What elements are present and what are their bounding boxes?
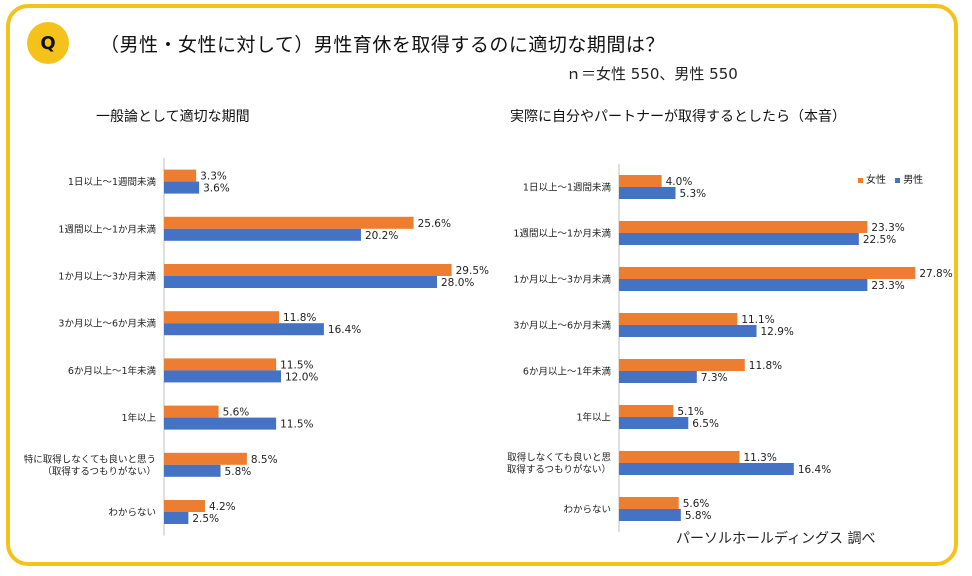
female-bar: [619, 175, 662, 187]
data-label: 11.1%: [741, 314, 774, 326]
data-label: 3.6%: [203, 183, 230, 195]
female-bar: [619, 405, 674, 417]
frame-border: [6, 4, 958, 566]
category-label: 取得しなくても良いと思取得するつもりがない）: [507, 452, 612, 476]
female-bar: [164, 216, 414, 229]
female-bar: [619, 497, 679, 509]
female-bar: [619, 221, 868, 233]
data-label: 5.1%: [677, 406, 704, 418]
data-label: 2.5%: [192, 513, 219, 525]
female-bar: [164, 169, 197, 182]
male-bar: [619, 325, 757, 337]
category-label: わからない: [108, 508, 156, 519]
sample-size: ｎ＝女性 550、男性 550: [566, 65, 738, 83]
male-bar: [164, 417, 277, 430]
legend-male-label: 男性: [903, 175, 924, 186]
male-bar: [164, 370, 281, 383]
male-bar: [619, 233, 859, 245]
data-label: 12.0%: [285, 371, 318, 383]
female-bar: [619, 267, 916, 279]
legend-female-label: 女性: [866, 175, 886, 186]
data-label: 12.9%: [761, 326, 794, 338]
data-label: 16.4%: [798, 464, 831, 476]
female-bar: [164, 264, 452, 276]
category-label: 3か月以上～6か月未満: [513, 320, 611, 332]
data-label: 5.6%: [223, 407, 250, 419]
data-label: 25.6%: [418, 218, 451, 230]
category-label: 6か月以上～1年未満: [523, 366, 612, 378]
female-bar: [164, 452, 247, 465]
female-bar: [619, 359, 745, 371]
female-bar: [164, 500, 205, 512]
male-bar: [619, 279, 868, 291]
data-label: 27.8%: [919, 268, 952, 280]
category-label: 1年以上: [576, 412, 611, 424]
male-bar: [164, 181, 200, 194]
male-bar: [164, 464, 221, 477]
category-label: 1年以上: [121, 412, 156, 424]
category-label: 1か月以上～3か月未満: [513, 274, 611, 286]
data-label: 11.8%: [283, 312, 316, 324]
legend-male: 男性: [895, 175, 923, 186]
category-label: 1か月以上～3か月未満: [58, 271, 156, 283]
data-label: 5.8%: [225, 466, 252, 478]
male-bar: [164, 512, 189, 524]
category-label: 1日以上～1週間未満: [68, 176, 157, 188]
data-label: 5.8%: [685, 510, 712, 522]
data-label: 4.0%: [666, 176, 693, 188]
female-bar: [164, 405, 219, 418]
legend-female-swatch: [858, 177, 863, 183]
data-label: 23.3%: [871, 222, 904, 234]
source-credit: パーソルホールディングス 調べ: [676, 531, 876, 547]
male-bar: [619, 187, 676, 199]
data-label: 4.2%: [209, 501, 236, 513]
data-label: 3.3%: [200, 171, 227, 183]
category-label: わからない: [563, 505, 611, 516]
female-bar: [619, 313, 738, 325]
data-label: 11.8%: [749, 360, 782, 372]
data-label: 8.5%: [251, 454, 278, 466]
male-bar: [619, 371, 697, 383]
data-label: 11.5%: [280, 359, 313, 371]
male-bar: [164, 323, 324, 336]
data-label: 20.2%: [365, 230, 398, 242]
chart-legend: 女性 男性: [858, 171, 929, 186]
female-bar: [164, 358, 277, 371]
female-bar: [619, 451, 740, 463]
left-chart-title: 一般論として適切な期間: [96, 109, 250, 125]
data-label: 5.6%: [683, 498, 710, 510]
data-label: 11.5%: [280, 419, 313, 431]
question-title: （男性・女性に対して）男性育休を取得するのに適切な期間は？: [100, 34, 665, 56]
legend-female: 女性: [858, 175, 886, 186]
data-label: 23.3%: [871, 280, 904, 292]
category-label: 3か月以上～6か月未満: [58, 318, 156, 330]
data-label: 5.3%: [679, 188, 706, 200]
male-bar: [619, 417, 689, 429]
data-label: 29.5%: [456, 265, 489, 277]
category-label: 1週間以上～1か月未満: [513, 228, 611, 240]
legend-male-swatch: [895, 177, 901, 183]
category-label: 6か月以上～1年未満: [68, 365, 157, 377]
category-label: 特に取得しなくても良いと思う（取得するつもりがない）: [24, 453, 156, 477]
data-label: 7.3%: [701, 372, 728, 384]
data-label: 16.4%: [328, 324, 361, 336]
male-bar: [619, 463, 794, 475]
category-label: 1週間以上～1か月未満: [58, 223, 156, 235]
category-label: 1日以上～1週間未満: [523, 182, 612, 194]
male-bar: [164, 276, 437, 288]
data-label: 11.3%: [743, 452, 776, 464]
male-bar: [164, 228, 361, 241]
data-label: 22.5%: [863, 234, 896, 246]
right-chart-title: 実際に自分やパートナーが取得するとしたら（本音）: [510, 109, 846, 125]
male-bar: [619, 509, 681, 521]
data-label: 6.5%: [692, 418, 719, 430]
question-badge: Q: [27, 22, 69, 64]
female-bar: [164, 311, 280, 324]
data-label: 28.0%: [441, 277, 474, 289]
